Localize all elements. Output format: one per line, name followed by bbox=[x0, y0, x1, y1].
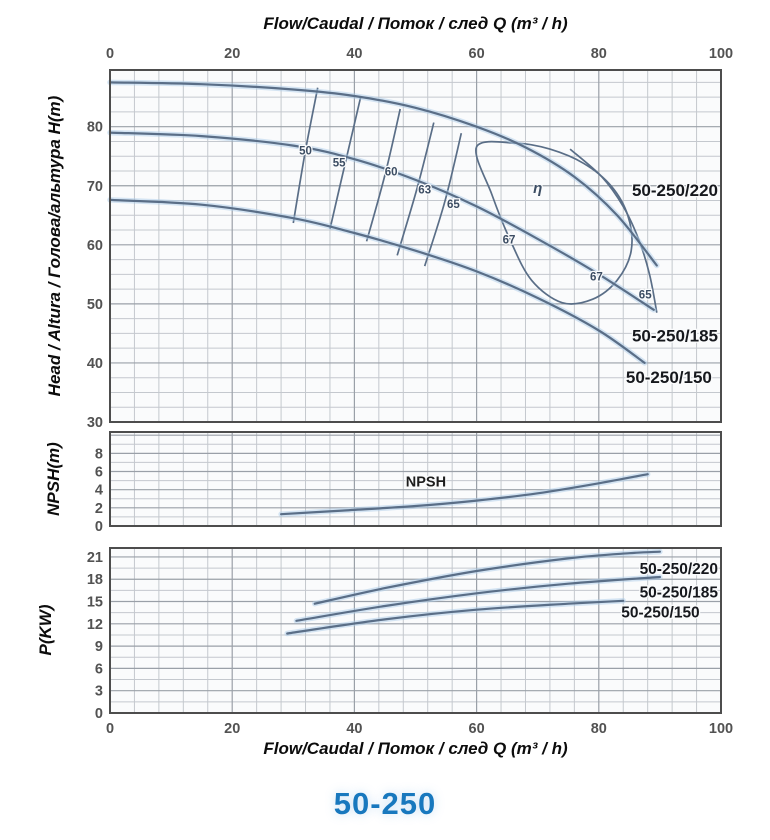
x-tick-label: 20 bbox=[224, 721, 240, 737]
annotation-NPSH: NPSH bbox=[406, 475, 446, 491]
x-tick-label: 40 bbox=[346, 721, 362, 737]
y-tick-label: 21 bbox=[87, 550, 103, 566]
curve-50-250185 bbox=[295, 575, 661, 622]
curve-NPSH bbox=[280, 473, 649, 516]
power-labels: 50-250/220 50-250/185 50-250/150 bbox=[620, 560, 720, 623]
flow-axis-title-bottom: Flow/Caudal / Поток / след Q (m³ / h) bbox=[263, 739, 568, 758]
x-tick-label: 0 bbox=[106, 46, 114, 62]
x-tick-label: 20 bbox=[224, 46, 240, 62]
x-tick-label: 60 bbox=[469, 721, 485, 737]
y-tick-label: 60 bbox=[87, 238, 103, 254]
y-tick-label: 12 bbox=[87, 617, 103, 633]
npsh-chart: NPSH 0 2 4 6 8 bbox=[95, 431, 722, 535]
y-tick-label: 0 bbox=[95, 706, 103, 722]
annotation-67: 67 bbox=[590, 272, 603, 284]
y-tick-label: 50 bbox=[87, 297, 103, 313]
efficiency-line bbox=[396, 122, 435, 256]
power-ticks: 0 3 6 9 12 15 18 21 0 20 40 60 80 100 bbox=[87, 550, 733, 737]
y-tick-label: 8 bbox=[95, 446, 103, 462]
y-tick-label: 80 bbox=[87, 120, 103, 136]
y-tick-label: 40 bbox=[87, 356, 103, 372]
annotation-67: 67 bbox=[503, 235, 516, 247]
annotation-55: 55 bbox=[333, 158, 346, 170]
annotation-50: 50 bbox=[299, 145, 312, 157]
x-tick-label: 60 bbox=[469, 46, 485, 62]
head-ticks: 30 40 50 60 70 80 0 20 40 60 80 100 bbox=[87, 46, 733, 431]
power-grid bbox=[110, 548, 721, 713]
y-tick-label: 2 bbox=[95, 501, 103, 517]
curve-label: 50-250/150 bbox=[626, 368, 712, 387]
y-tick-label: 0 bbox=[95, 519, 103, 535]
npsh-curves bbox=[278, 471, 651, 517]
power-chart: 50-250/220 50-250/185 50-250/150 0 3 6 9 12 15 18… bbox=[87, 547, 733, 737]
power-plot-border bbox=[109, 547, 722, 714]
x-tick-label: 100 bbox=[709, 46, 733, 62]
annotation-65: 65 bbox=[447, 199, 460, 211]
curve-label: 50-250/220 bbox=[640, 561, 718, 578]
curve-50-250150 bbox=[286, 599, 625, 635]
y-tick-label: 70 bbox=[87, 179, 103, 195]
x-tick-label: 40 bbox=[346, 46, 362, 62]
curve-label: 50-250/220 bbox=[632, 181, 718, 200]
annotation-63: 63 bbox=[418, 184, 431, 196]
efficiency-line bbox=[423, 133, 463, 267]
power-plot-area bbox=[110, 548, 721, 713]
x-tick-label: 0 bbox=[106, 721, 114, 737]
annotation-η: η bbox=[533, 180, 542, 197]
curve-50-250220 bbox=[313, 550, 661, 605]
y-tick-label: 3 bbox=[95, 684, 103, 700]
curve-label: 50-250/185 bbox=[640, 584, 719, 601]
curve-50-250150 bbox=[108, 198, 646, 364]
y-tick-label: 6 bbox=[95, 465, 103, 481]
head-curves bbox=[107, 79, 660, 366]
head-plot-border bbox=[109, 69, 722, 423]
y-tick-label: 18 bbox=[87, 572, 103, 588]
power-curves bbox=[284, 548, 663, 637]
y-tick-label: 9 bbox=[95, 639, 103, 655]
y-tick-label: 15 bbox=[87, 595, 103, 611]
annotation-60: 60 bbox=[385, 167, 398, 179]
x-tick-label: 80 bbox=[591, 46, 607, 62]
y-tick-label: 30 bbox=[87, 415, 103, 431]
pump-model-title: 50-250 bbox=[333, 786, 437, 821]
curve-50-250185 bbox=[108, 131, 655, 311]
x-tick-label: 80 bbox=[591, 721, 607, 737]
y-tick-label: 6 bbox=[95, 661, 103, 677]
curve-label: 50-250/150 bbox=[621, 604, 699, 621]
curve-label: 50-250/185 bbox=[632, 327, 718, 346]
npsh-plot-border bbox=[109, 431, 722, 527]
efficiency-line bbox=[329, 97, 362, 230]
head-grid bbox=[110, 70, 721, 422]
x-tick-label: 100 bbox=[709, 721, 733, 737]
flow-axis-title-top: Flow/Caudal / Поток / след Q (m³ / h) bbox=[263, 14, 568, 33]
head-chart: 50 55 60 63 65 η 67 67 65 50-250/220 50-250/185 50-… bbox=[87, 46, 733, 431]
y-tick-label: 4 bbox=[95, 483, 103, 499]
npsh-labels: NPSH bbox=[405, 473, 448, 492]
efficiency-loop bbox=[475, 140, 633, 305]
annotation-65: 65 bbox=[639, 290, 652, 302]
efficiency-line bbox=[365, 108, 402, 242]
head-labels: 50 55 60 63 65 η 67 67 65 50-250/220 50-250/185 50-… bbox=[298, 144, 719, 388]
curve-50-250220 bbox=[108, 81, 658, 267]
npsh-ticks: 0 2 4 6 8 bbox=[95, 446, 103, 535]
